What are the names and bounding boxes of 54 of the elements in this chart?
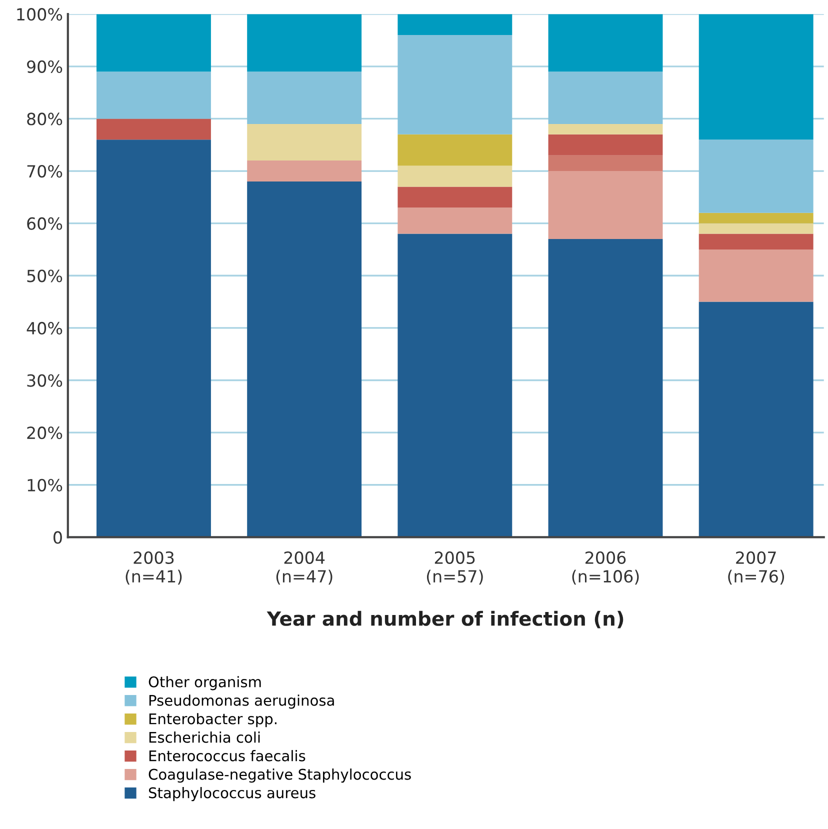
legend-label: Coagulase-negative Staphylococcus <box>148 768 411 783</box>
bar <box>398 35 512 134</box>
legend-label: Escherichia coli <box>149 732 260 743</box>
legend-label: Enterococcus faecalis <box>149 750 306 762</box>
bar <box>398 14 512 36</box>
y-tick-label: 90% <box>27 60 62 73</box>
legend-label: Enterobacter spp. <box>149 713 276 728</box>
bar <box>398 134 512 166</box>
bar <box>698 223 814 234</box>
bar <box>398 186 512 208</box>
bar <box>698 14 814 140</box>
x-tick-label: 2007 (n=76) <box>728 551 784 585</box>
y-tick-label: 70% <box>27 164 62 178</box>
y-tick-label: 100% <box>17 8 62 21</box>
y-tick-label: 40% <box>26 322 62 335</box>
bar <box>247 14 362 72</box>
bar <box>698 212 814 224</box>
bar <box>398 166 512 187</box>
bar <box>548 124 663 134</box>
bar <box>247 72 362 124</box>
bar <box>247 160 362 182</box>
legend-label: Pseudomonas aeruginosa <box>149 694 334 709</box>
y-tick-label: 50% <box>27 270 62 282</box>
y-tick-label: 60% <box>27 217 62 230</box>
bar <box>247 181 362 538</box>
y-tick-label: 10% <box>28 478 62 492</box>
bar <box>698 234 814 250</box>
legend-label: Other organism <box>148 676 261 690</box>
bar <box>398 234 512 538</box>
bar <box>96 140 211 538</box>
y-tick-label: 30% <box>27 374 62 387</box>
y-tick-label: 80% <box>27 112 62 126</box>
bar <box>96 72 211 119</box>
bar <box>548 155 663 172</box>
y-tick-label: 20% <box>27 426 62 440</box>
x-tick-label: 2005 (n=57) <box>426 551 483 585</box>
bar <box>548 239 663 538</box>
x-tick-label: 2006 (n=106) <box>572 551 639 585</box>
bar <box>698 249 814 302</box>
y-tick-label: 0 <box>54 531 62 544</box>
bar <box>698 140 814 213</box>
x-tick-label: 2003 (n=41) <box>126 551 182 585</box>
bar <box>548 72 663 124</box>
bar <box>398 208 512 234</box>
bar <box>548 134 663 156</box>
bar <box>96 118 211 140</box>
legend-label: Staphylococcus aureus <box>148 787 316 802</box>
x-axis-title: Year and number of infection (n) <box>266 610 624 628</box>
bar <box>698 302 814 538</box>
bar <box>548 14 663 72</box>
bar <box>548 171 663 240</box>
x-tick-label: 2004 (n=47) <box>276 551 332 585</box>
bar <box>247 124 362 161</box>
bar <box>96 14 211 72</box>
